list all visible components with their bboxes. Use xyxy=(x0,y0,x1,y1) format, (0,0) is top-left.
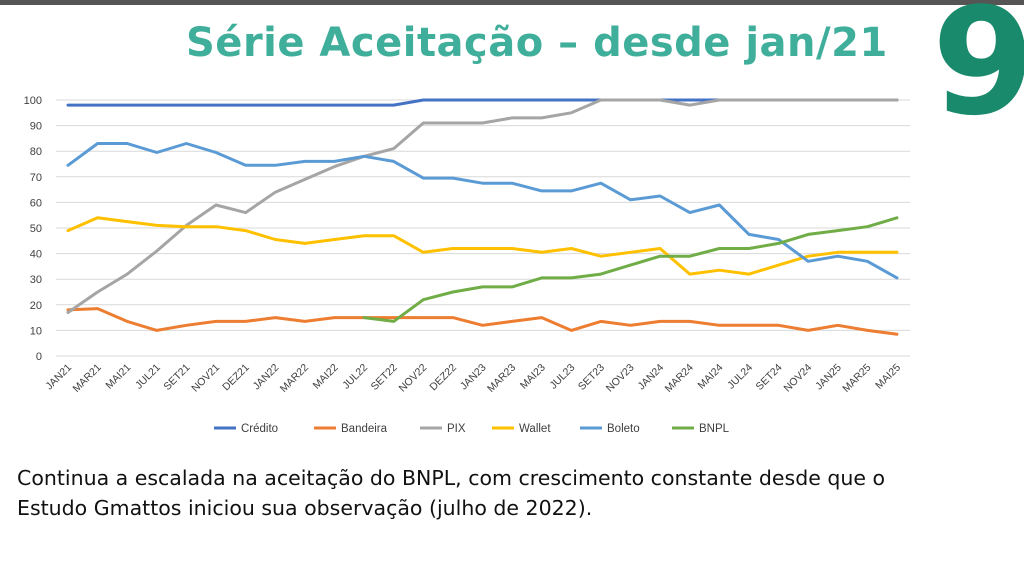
legend-item: Bandeira xyxy=(314,423,388,435)
x-tick-label: MAI21 xyxy=(103,362,133,392)
legend-label: Crédito xyxy=(241,423,278,435)
legend-item: BNPL xyxy=(672,423,730,435)
y-tick-label: 30 xyxy=(30,274,42,286)
x-tick-label: JAN25 xyxy=(813,362,844,393)
caption-line-1: Continua a escalada na aceitação do BNPL… xyxy=(17,466,886,490)
series-line-2 xyxy=(66,98,899,314)
x-tick-label: MAI22 xyxy=(311,362,341,392)
x-tick-label: MAR23 xyxy=(485,362,518,395)
x-tick-label: NOV22 xyxy=(397,362,430,395)
y-axis-tick-labels: 0 10 20 30 40 50 60 70 80 90 100 xyxy=(24,95,42,363)
top-border-bar xyxy=(0,0,1024,5)
x-tick-label: JAN22 xyxy=(251,362,282,393)
legend-label: PIX xyxy=(447,423,466,435)
x-tick-label: JAN21 xyxy=(43,362,74,393)
series-line-4 xyxy=(66,142,899,280)
x-tick-label: DEZ21 xyxy=(220,362,252,394)
x-tick-label: MAR25 xyxy=(840,362,873,395)
x-tick-label: MAI25 xyxy=(873,362,903,392)
y-tick-label: 50 xyxy=(30,223,42,235)
x-tick-label: MAR24 xyxy=(663,362,696,395)
legend-item: Wallet xyxy=(492,423,551,435)
legend-label: Wallet xyxy=(519,423,551,435)
x-tick-label: SET21 xyxy=(161,362,192,393)
y-tick-label: 90 xyxy=(30,121,42,133)
legend-label: Bandeira xyxy=(341,423,388,435)
x-tick-label: JAN24 xyxy=(635,362,666,393)
x-tick-label: JAN23 xyxy=(458,362,489,393)
x-tick-label: SET24 xyxy=(754,362,785,393)
x-tick-label: NOV21 xyxy=(189,362,222,395)
slide-page-number: 9 xyxy=(932,0,1024,148)
x-tick-label: JUL22 xyxy=(340,362,370,392)
legend-item: Crédito xyxy=(214,423,278,435)
series-line-5 xyxy=(362,216,899,323)
series-line-3 xyxy=(66,216,899,276)
x-tick-label: DEZ22 xyxy=(427,362,459,394)
x-tick-label: JUL24 xyxy=(725,362,755,392)
y-tick-label: 70 xyxy=(30,172,42,184)
y-tick-label: 60 xyxy=(30,197,42,209)
y-tick-label: 10 xyxy=(30,325,42,337)
y-tick-label: 20 xyxy=(30,300,42,312)
y-tick-label: 80 xyxy=(30,146,42,158)
legend-item: PIX xyxy=(420,423,466,435)
series-line-1 xyxy=(66,307,899,336)
x-tick-label: SET22 xyxy=(369,362,400,393)
x-tick-label: NOV23 xyxy=(604,362,637,395)
caption-line-2: Estudo Gmattos iniciou sua observação (j… xyxy=(17,496,593,520)
y-tick-label: 100 xyxy=(24,95,42,107)
y-tick-label: 0 xyxy=(36,351,42,363)
x-tick-label: MAR21 xyxy=(70,362,103,395)
x-tick-label: MAR22 xyxy=(278,362,311,395)
x-tick-label: NOV24 xyxy=(781,362,814,395)
legend-label: Boleto xyxy=(607,423,640,435)
slide-title: Série Aceitação – desde jan/21 xyxy=(186,20,888,66)
chart-legend: Crédito Bandeira PIX Wallet Boleto BNPL xyxy=(214,423,730,435)
chart-series-lines xyxy=(66,98,899,336)
legend-label: BNPL xyxy=(699,423,730,435)
x-tick-label: JUL23 xyxy=(547,362,577,392)
x-tick-label: SET23 xyxy=(576,362,607,393)
x-tick-label: JUL21 xyxy=(133,362,163,392)
slide-caption: Continua a escalada na aceitação do BNPL… xyxy=(17,463,1007,523)
x-tick-label: MAI24 xyxy=(696,362,726,392)
legend-item: Boleto xyxy=(580,423,640,435)
x-tick-label: MAI23 xyxy=(518,362,548,392)
y-tick-label: 40 xyxy=(30,249,42,261)
